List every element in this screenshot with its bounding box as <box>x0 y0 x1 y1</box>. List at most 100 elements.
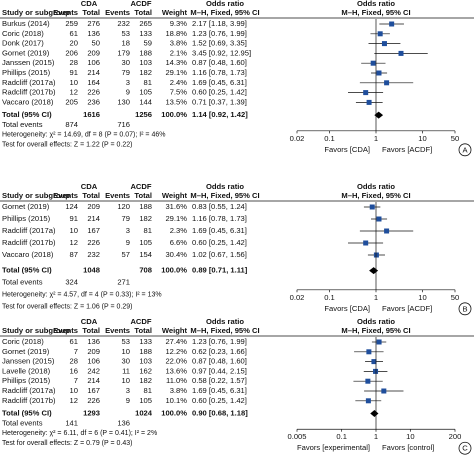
or-square <box>371 359 377 365</box>
x-tick-label: 10 <box>406 432 414 441</box>
study-name: Donk (2017) <box>2 39 44 48</box>
count: 144 <box>139 97 152 106</box>
weight: 9.3% <box>170 19 188 28</box>
count: 188 <box>139 347 152 356</box>
count: 130 <box>117 97 130 106</box>
ci-text: 1.02 [0.67, 1.56] <box>192 250 247 259</box>
x-tick-label: 1 <box>374 432 378 441</box>
study-header: Study or subgroup <box>2 326 70 335</box>
or-square <box>376 339 382 345</box>
total-weight: 100.0% <box>161 409 187 418</box>
or-header: Odds ratio <box>206 182 244 191</box>
study-name: Coric (2018) <box>2 337 44 346</box>
group-header: CDA <box>81 317 98 326</box>
study-name: Burkus (2014) <box>2 19 50 28</box>
or-square <box>369 204 375 210</box>
study-header: Study or subgroup <box>2 8 70 17</box>
x-tick-label: 200 <box>449 432 462 441</box>
or-square <box>381 388 387 394</box>
panel-label: B <box>462 304 467 313</box>
overall-test: Test for overall effects: Z = 1.06 (P = … <box>2 303 132 310</box>
or-square <box>381 41 387 47</box>
count: 167 <box>87 226 100 235</box>
or-square <box>389 21 395 27</box>
ci-text: 0.60 [0.25, 1.42] <box>192 396 247 405</box>
or-square <box>366 349 372 355</box>
x-tick-label: 1 <box>374 293 378 302</box>
count: 12 <box>70 396 78 405</box>
col-header: Total <box>134 8 152 17</box>
weight: 10.1% <box>165 396 187 405</box>
count: 214 <box>87 376 100 385</box>
overall-test: Test for overall effects: Z = 1.22 (P = … <box>2 141 132 148</box>
count: 10 <box>70 386 78 395</box>
count: 10 <box>122 347 130 356</box>
count: 3 <box>126 226 130 235</box>
weight: 11.0% <box>166 376 187 385</box>
count: 10 <box>70 78 78 87</box>
count: 120 <box>117 202 130 211</box>
x-tick-label: 1 <box>374 134 378 143</box>
count: 12 <box>70 88 78 97</box>
count: 242 <box>87 366 100 375</box>
count: 136 <box>87 29 100 38</box>
count: 11 <box>122 366 130 375</box>
weight: 31.6% <box>165 202 187 211</box>
events-label: Total events <box>2 278 43 287</box>
count: 232 <box>87 250 100 259</box>
or-square <box>365 398 371 404</box>
favors-left: Favors [CDA] <box>324 304 370 313</box>
weight: 6.6% <box>170 238 188 247</box>
or-method: M–H, Fixed, 95% CI <box>190 8 259 17</box>
count: 103 <box>139 58 152 67</box>
ci-text: 1.69 [0.45, 6.31] <box>192 226 247 235</box>
or-square <box>377 31 383 37</box>
or-square <box>363 90 369 96</box>
col-header: Total <box>82 8 100 17</box>
col-header: Events <box>53 326 78 335</box>
count: 226 <box>87 88 100 97</box>
study-name: Radcliff (2017b) <box>2 88 56 97</box>
weight: 18.8% <box>165 29 187 38</box>
study-name: Phillips (2015) <box>2 68 51 77</box>
weight: 30.4% <box>165 250 187 259</box>
ci-text: 0.62 [0.23, 1.66] <box>192 347 247 356</box>
count: 182 <box>139 68 152 77</box>
count: 105 <box>139 396 152 405</box>
count: 209 <box>87 347 100 356</box>
events-count: 716 <box>117 120 130 129</box>
count: 30 <box>122 58 130 67</box>
weight: 13.5% <box>165 97 187 106</box>
weight: 14.3% <box>165 58 187 67</box>
count: 179 <box>117 48 130 57</box>
x-tick-label: 10 <box>418 293 426 302</box>
ci-text: 0.83 [0.55, 1.24] <box>192 202 247 211</box>
favors-right: Favors [control] <box>382 443 434 452</box>
or-square <box>373 368 379 374</box>
favors-left: Favors [CDA] <box>324 145 370 154</box>
ci-text: 0.60 [0.25, 1.42] <box>192 88 247 97</box>
x-tick-label: 0.1 <box>324 293 335 302</box>
favors-right: Favors [ACDF] <box>382 145 432 154</box>
or-header: Odds ratio <box>206 317 244 326</box>
col-header: Events <box>53 191 78 200</box>
count: 16 <box>70 366 78 375</box>
weight: 29.1% <box>165 214 187 223</box>
group-header: ACDF <box>130 0 151 8</box>
ci-text: 1.69 [0.45, 6.31] <box>192 386 247 395</box>
or-square <box>365 378 371 384</box>
or-method: M–H, Fixed, 95% CI <box>190 326 259 335</box>
count: 87 <box>70 250 78 259</box>
count: 79 <box>122 214 130 223</box>
or-header: Odds ratio <box>357 317 395 326</box>
ci-text: 1.69 [0.45, 6.31] <box>192 78 247 87</box>
weight: 2.3% <box>170 226 188 235</box>
count: 209 <box>87 48 100 57</box>
count: 9 <box>126 238 130 247</box>
study-name: Gornet (2019) <box>2 347 50 356</box>
col-header: Total <box>82 326 100 335</box>
favors-right: Favors [ACDF] <box>382 304 432 313</box>
count: 53 <box>122 29 130 38</box>
ci-text: 1.23 [0.76, 1.99] <box>192 337 247 346</box>
panel-label: A <box>462 145 468 154</box>
